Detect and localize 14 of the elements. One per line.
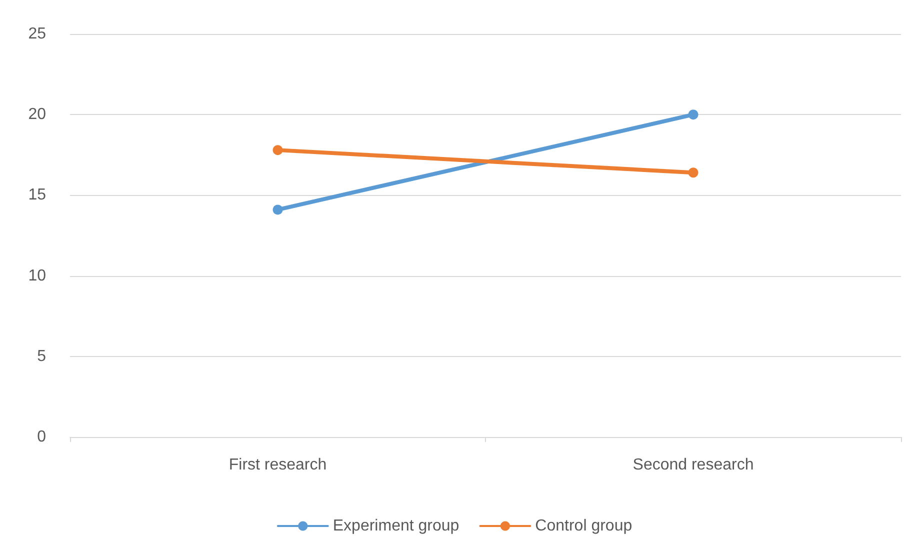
point bbox=[688, 168, 698, 178]
legend-label: Control group bbox=[535, 518, 632, 534]
point bbox=[272, 204, 283, 215]
y-tick-label: 20 bbox=[28, 106, 46, 124]
y-tick-label: 5 bbox=[37, 348, 46, 365]
y-tick-label: 0 bbox=[37, 428, 46, 446]
point bbox=[688, 110, 698, 120]
point bbox=[272, 145, 283, 156]
x-tick-label: Second research bbox=[632, 456, 754, 474]
x-tick-label: First research bbox=[228, 456, 327, 474]
legend-label: Experiment group bbox=[332, 518, 460, 534]
y-tick-label: 25 bbox=[28, 26, 46, 42]
y-tick-label: 15 bbox=[28, 186, 46, 204]
y-tick-label: 10 bbox=[28, 267, 46, 284]
